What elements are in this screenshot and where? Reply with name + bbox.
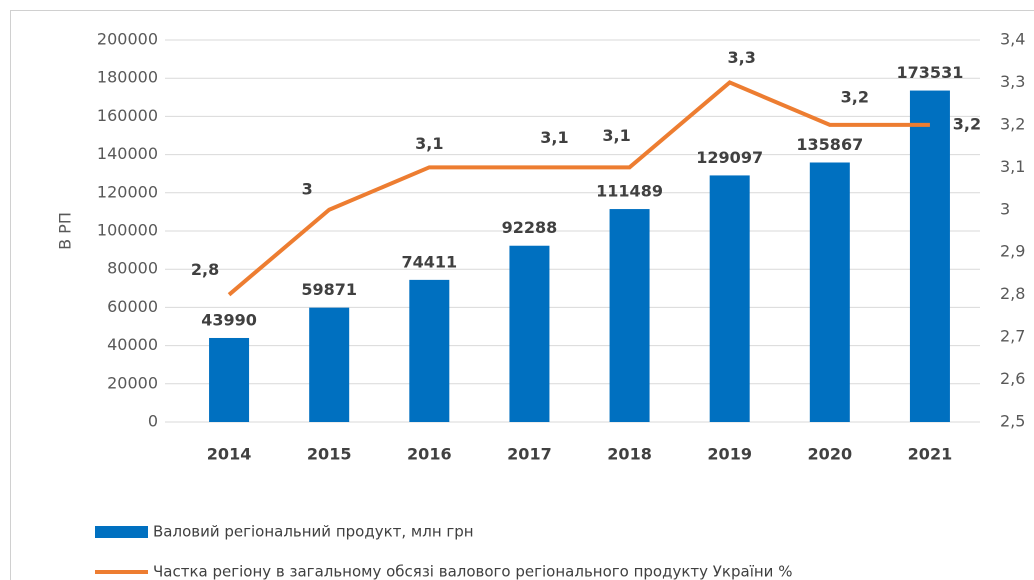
bar-value-label: 111489 — [596, 182, 663, 201]
bar — [709, 175, 750, 422]
y-tick-label: 0 — [148, 412, 158, 431]
bar-value-label: 135867 — [796, 135, 863, 154]
bar — [309, 307, 350, 422]
line-value-label: 3,3 — [728, 48, 756, 67]
y-tick-label: 40000 — [107, 335, 158, 354]
x-tick-label: 2021 — [908, 445, 953, 464]
y2-tick-label: 2,5 — [1000, 412, 1025, 431]
y-tick-label: 60000 — [107, 297, 158, 316]
x-tick-label: 2015 — [307, 445, 352, 464]
y2-tick-label: 3 — [1000, 199, 1010, 218]
bar-value-label: 129097 — [696, 148, 763, 167]
bar-value-label: 173531 — [897, 63, 964, 82]
y2-tick-label: 2,7 — [1000, 327, 1025, 346]
x-tick-label: 2017 — [507, 445, 552, 464]
bar-value-label: 43990 — [201, 310, 257, 329]
y-tick-label: 200000 — [97, 30, 158, 49]
y2-tick-label: 3,3 — [1000, 72, 1025, 91]
line-value-label: 3,2 — [953, 114, 981, 133]
bar — [609, 209, 650, 422]
y-tick-label: 20000 — [107, 373, 158, 392]
y2-tick-label: 3,4 — [1000, 30, 1025, 49]
y2-tick-label: 3,1 — [1000, 157, 1025, 176]
chart-frame — [10, 10, 1034, 580]
bar — [209, 337, 250, 422]
line-value-label: 3,1 — [540, 128, 568, 147]
x-tick-label: 2018 — [607, 445, 652, 464]
bar-value-label: 59871 — [301, 280, 357, 299]
x-tick-label: 2014 — [207, 445, 252, 464]
bar-value-label: 74411 — [401, 252, 457, 271]
legend-label: Частка регіону в загальному обсязі валов… — [153, 563, 792, 580]
y2-tick-label: 2,9 — [1000, 242, 1025, 261]
y-axis-label: В РП — [56, 212, 75, 250]
bar — [509, 245, 550, 422]
line-value-label: 3,1 — [602, 126, 630, 145]
y2-tick-label: 2,8 — [1000, 284, 1025, 303]
legend-swatch — [95, 526, 148, 538]
bar — [909, 90, 950, 423]
bar — [809, 162, 850, 423]
y-tick-label: 180000 — [97, 68, 158, 87]
legend-label: Валовий регіональний продукт, млн грн — [153, 523, 474, 541]
y2-tick-label: 3,2 — [1000, 114, 1025, 133]
line-value-label: 3 — [302, 179, 313, 198]
y-tick-label: 160000 — [97, 106, 158, 125]
y2-tick-label: 2,6 — [1000, 369, 1025, 388]
bar — [409, 279, 450, 422]
line-value-label: 3,1 — [415, 134, 443, 153]
y-tick-label: 100000 — [97, 221, 158, 240]
y-tick-label: 80000 — [107, 259, 158, 278]
line-value-label: 2,8 — [191, 260, 219, 279]
x-tick-label: 2020 — [808, 445, 853, 464]
y-tick-label: 120000 — [97, 182, 158, 201]
line-series — [227, 80, 930, 297]
x-tick-label: 2019 — [707, 445, 752, 464]
x-tick-label: 2016 — [407, 445, 452, 464]
y-tick-label: 140000 — [97, 144, 158, 163]
line-value-label: 3,2 — [841, 87, 869, 106]
bar-value-label: 92288 — [502, 218, 558, 237]
